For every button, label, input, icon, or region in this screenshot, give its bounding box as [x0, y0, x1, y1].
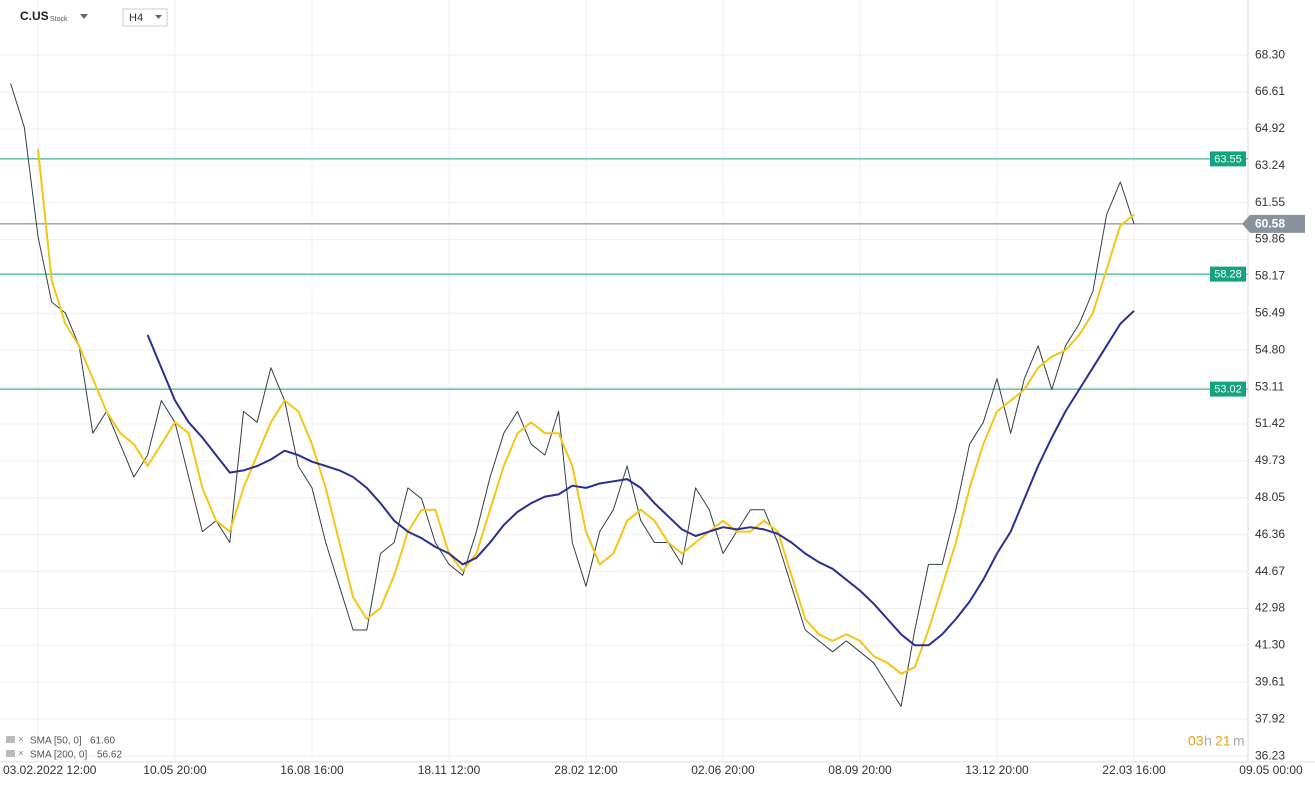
y-tick-label: 54.80 [1255, 342, 1285, 356]
countdown-h: h [1204, 733, 1212, 749]
sma-line [37, 148, 1135, 675]
y-tick-label: 59.86 [1255, 232, 1285, 246]
legend-icon[interactable] [6, 736, 15, 743]
interval: H4 [129, 12, 143, 24]
y-tick-label: 41.30 [1255, 637, 1285, 651]
legend-value: 61.60 [90, 736, 115, 747]
y-tick-label: 36.23 [1255, 748, 1285, 762]
y-tick-label: 58.17 [1255, 269, 1285, 283]
countdown: 03 h 21 m [1188, 733, 1245, 749]
plot [0, 83, 1248, 707]
level-tag [1210, 151, 1246, 167]
y-tick-label: 37.92 [1255, 711, 1285, 725]
x-tick-label: 08.09 20:00 [828, 763, 892, 777]
x-tick-label: 13.12 20:00 [965, 763, 1029, 777]
countdown-m: m [1233, 733, 1245, 749]
x-tick-label: 02.06 20:00 [691, 763, 755, 777]
header: C.US Stock H4 [20, 8, 168, 27]
legend-remove[interactable]: × [18, 735, 24, 746]
y-tick-label: 63.24 [1255, 158, 1285, 172]
price-line [10, 83, 1135, 707]
y-tick-label: 49.73 [1255, 453, 1285, 467]
legend-value: 56.62 [97, 750, 122, 761]
level-label: 63.55 [1214, 153, 1242, 165]
y-tick-label: 68.30 [1255, 47, 1285, 61]
interval-dropdown[interactable] [155, 15, 162, 19]
sma-line [146, 310, 1135, 647]
legend-remove[interactable]: × [18, 749, 24, 760]
x-tick-label: 03.02.2022 12:00 [3, 763, 97, 777]
x-tick-label: 16.08 16:00 [280, 763, 344, 777]
level-tag [1210, 266, 1246, 282]
y-tick-label: 53.11 [1255, 379, 1284, 393]
y-tick-label: 51.42 [1255, 416, 1285, 430]
x-tick-label: 22.03 16:00 [1102, 763, 1166, 777]
countdown-minutes: 21 [1215, 733, 1231, 749]
interval-select[interactable] [122, 8, 168, 27]
x-tick-label: 10.05 20:00 [143, 763, 207, 777]
level-label: 58.28 [1214, 269, 1242, 281]
y-tick-label: 66.61 [1255, 84, 1285, 98]
y-tick-label: 44.67 [1255, 564, 1285, 578]
legend-label: SMA [200, 0] [30, 750, 87, 761]
legend-icon[interactable] [6, 750, 15, 757]
y-tick-label: 42.98 [1255, 601, 1285, 615]
y-tick-label: 46.36 [1255, 527, 1285, 541]
symbol: C.US [20, 9, 49, 23]
symbol-dropdown[interactable] [80, 14, 88, 19]
last-price-tag [1242, 214, 1305, 233]
level-tag [1210, 381, 1246, 397]
x-tick-label: 18.11 12:00 [418, 763, 481, 777]
grid [0, 0, 1248, 762]
legend: × SMA [50, 0] 61.60 × SMA [200, 0] 56.62 [6, 735, 122, 761]
level-label: 53.02 [1214, 383, 1242, 395]
instrument-type: Stock [50, 16, 68, 23]
x-tick-label: 28.02 12:00 [554, 763, 618, 777]
x-tick-label: 09.05 00:00 [1239, 763, 1303, 777]
legend-label: SMA [50, 0] [30, 736, 82, 747]
y-tick-label: 64.92 [1255, 121, 1285, 135]
y-tick-label: 39.61 [1255, 674, 1285, 688]
y-tick-label: 61.55 [1255, 195, 1285, 209]
y-tick-label: 48.05 [1255, 490, 1285, 504]
countdown-hours: 03 [1188, 733, 1204, 749]
y-tick-label: 56.49 [1255, 305, 1285, 319]
last-price-label: 60.58 [1255, 217, 1285, 231]
